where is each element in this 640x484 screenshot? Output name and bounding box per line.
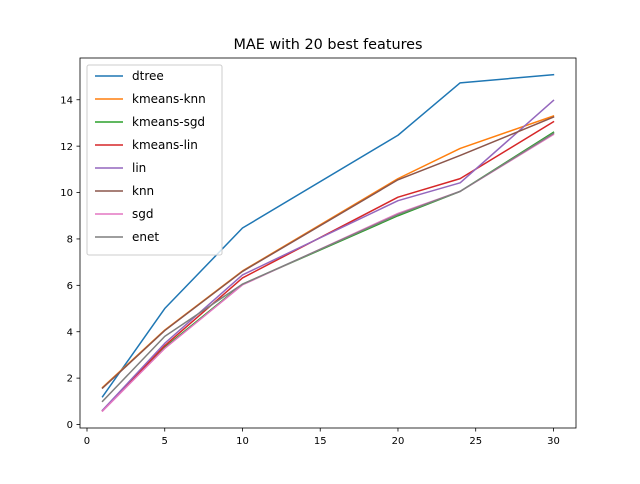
series-line-lin — [101, 99, 555, 412]
series-layer — [101, 73, 555, 413]
x-tick-label: 30 — [547, 436, 560, 447]
legend-label-dtree: dtree — [132, 69, 164, 83]
axes-layer: 0 5 10 15 20 25 30 0 2 4 6 8 10 12 14 — [60, 57, 577, 447]
legend-label-sgd: sgd — [132, 207, 154, 221]
series-line-knn — [101, 116, 555, 390]
series-line-dtree — [101, 73, 555, 398]
x-tick-label: 25 — [469, 436, 482, 447]
legend-label-enet: enet — [132, 230, 159, 244]
y-tick-label: 2 — [67, 374, 73, 385]
legend-label-kmeans-knn: kmeans-knn — [132, 92, 206, 106]
y-tick-label: 14 — [60, 95, 73, 106]
legend-label-lin: lin — [132, 161, 146, 175]
y-tick-label: 8 — [67, 235, 73, 246]
x-tick-label: 10 — [236, 436, 249, 447]
x-tick-label: 15 — [314, 436, 327, 447]
y-tick-label: 12 — [60, 142, 73, 153]
legend-label-kmeans-lin: kmeans-lin — [132, 138, 198, 152]
y-tick-label: 4 — [67, 327, 73, 338]
x-tick-label: 0 — [84, 436, 90, 447]
y-tick-label: 6 — [67, 281, 73, 292]
series-line-enet — [101, 132, 555, 403]
x-tick-label: 5 — [162, 436, 168, 447]
legend-label-knn: knn — [132, 184, 154, 198]
chart-legend: dtree kmeans-knn kmeans-sgd kmeans-lin lin kn… — [86, 64, 223, 256]
y-tick-label: 10 — [60, 188, 73, 199]
plot-frame — [79, 57, 577, 429]
y-tick-label: 0 — [67, 420, 73, 431]
chart-title: MAE with 20 best features — [233, 37, 422, 53]
legend-label-kmeans-sgd: kmeans-sgd — [132, 115, 205, 129]
x-tick-label: 20 — [392, 436, 405, 447]
legend-frame — [86, 64, 223, 256]
